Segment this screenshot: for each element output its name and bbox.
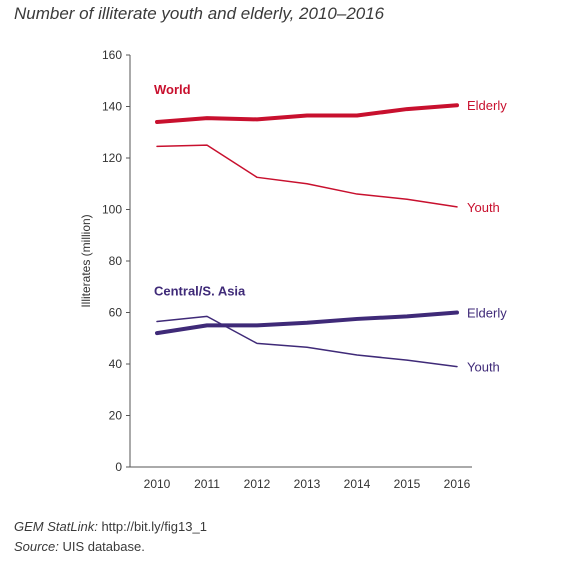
y-tick-label: 80	[109, 254, 123, 268]
central-s-asia-elderly-line	[155, 310, 459, 336]
y-tick-label: 0	[115, 460, 122, 474]
series-lines	[155, 103, 459, 368]
x-tick-label: 2015	[394, 477, 421, 491]
axes: 0 20 40 60 80 100 120 140 160 2010 2011 2012 2013 201…	[79, 48, 472, 491]
world-elderly-line	[155, 103, 459, 124]
statlink-url[interactable]: http://bit.ly/fig13_1	[101, 519, 207, 534]
central-s-asia-elderly-label: Elderly	[467, 306, 507, 321]
source-note: Source: UIS database.	[14, 539, 145, 554]
y-tick-label: 160	[102, 48, 122, 62]
world-youth-label: Youth	[467, 200, 500, 215]
y-tick-label: 60	[109, 306, 123, 320]
y-tick-label: 100	[102, 203, 122, 217]
source-label: Source:	[14, 539, 59, 554]
y-tick-label: 140	[102, 100, 122, 114]
group-title-world: World	[154, 82, 191, 97]
series-labels: Elderly Youth World Elderly Youth Central/S. …	[154, 82, 507, 375]
x-tick-label: 2013	[294, 477, 321, 491]
x-tick-label: 2011	[194, 477, 220, 491]
group-title-central-s-asia: Central/S. Asia	[154, 284, 246, 299]
y-tick-label: 40	[109, 357, 123, 371]
chart-title: Number of illiterate youth and elderly, …	[14, 4, 385, 23]
x-tick-label: 2010	[144, 477, 171, 491]
x-tick-label: 2012	[244, 477, 271, 491]
y-axis-title: Illiterates (million)	[79, 214, 93, 307]
world-youth-line	[156, 144, 458, 208]
y-tick-label: 20	[109, 409, 123, 423]
world-elderly-label: Elderly	[467, 98, 507, 113]
y-tick-label: 120	[102, 151, 122, 165]
line-chart: 0 20 40 60 80 100 120 140 160 2010 2011 2012 2013 201…	[79, 48, 507, 491]
statlink-label: GEM StatLink:	[14, 519, 98, 534]
source-text: UIS database.	[62, 539, 145, 554]
x-tick-label: 2014	[344, 477, 371, 491]
central-s-asia-youth-label: Youth	[467, 360, 500, 375]
central-s-asia-youth-line	[156, 315, 458, 368]
statlink-note: GEM StatLink: http://bit.ly/fig13_1	[14, 519, 207, 534]
x-tick-label: 2016	[444, 477, 471, 491]
